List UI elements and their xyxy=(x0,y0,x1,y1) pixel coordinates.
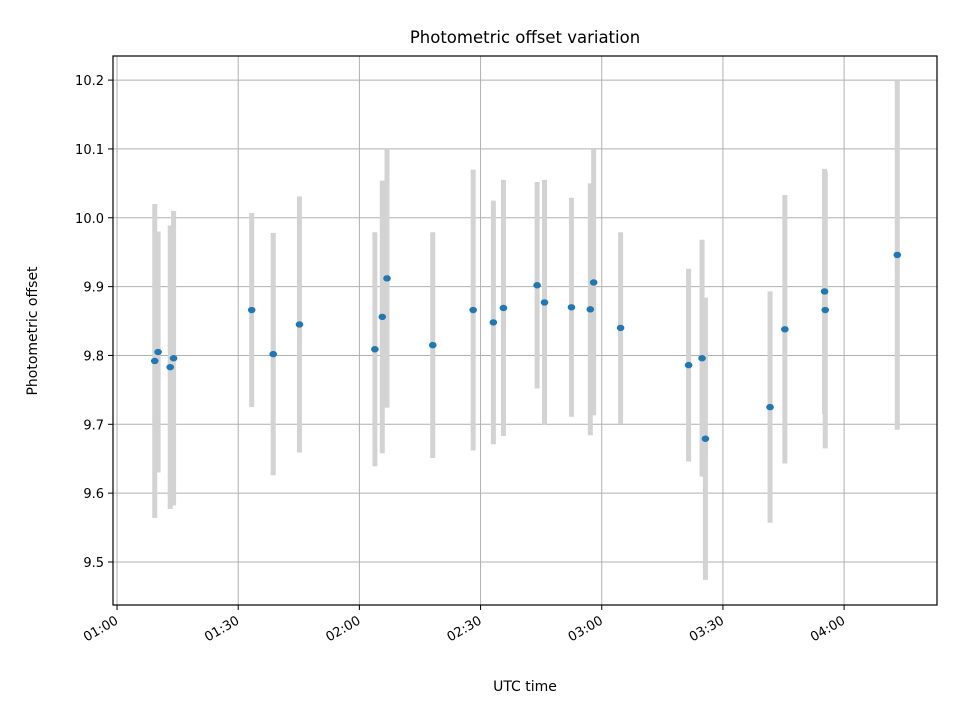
y-tick-label: 9.5 xyxy=(83,556,104,571)
y-tick-label: 9.9 xyxy=(83,281,104,296)
data-point xyxy=(567,304,576,311)
data-point xyxy=(428,341,437,349)
data-point xyxy=(766,403,774,411)
data-point xyxy=(893,251,902,259)
data-point xyxy=(247,306,256,314)
data-point xyxy=(698,355,706,362)
data-point xyxy=(533,282,541,289)
data-point xyxy=(169,355,178,362)
y-tick-label: 10.2 xyxy=(75,74,104,89)
y-tick-label: 9.8 xyxy=(83,349,104,364)
data-point xyxy=(469,306,477,314)
x-axis-label: UTC time xyxy=(493,679,557,695)
data-point xyxy=(586,306,595,313)
data-point xyxy=(150,357,159,365)
data-point xyxy=(378,313,387,321)
data-point xyxy=(371,346,379,353)
data-point xyxy=(166,363,175,371)
data-point xyxy=(499,304,508,312)
data-point xyxy=(684,361,693,369)
y-axis-label: Photometric offset xyxy=(25,266,41,396)
data-point xyxy=(154,348,162,356)
data-point xyxy=(821,306,830,314)
data-point xyxy=(383,275,391,282)
data-point xyxy=(616,324,625,332)
data-point xyxy=(269,350,278,358)
chart-title: Photometric offset variation xyxy=(410,28,640,47)
y-tick-label: 9.7 xyxy=(83,418,104,433)
data-point xyxy=(589,279,598,286)
data-points xyxy=(150,251,902,442)
data-point xyxy=(540,299,549,306)
y-tick-label: 10.0 xyxy=(75,212,104,227)
y-tick-label: 10.1 xyxy=(75,143,104,158)
data-point xyxy=(781,326,789,333)
data-point xyxy=(489,319,498,326)
data-point xyxy=(701,435,710,442)
y-tick-label: 9.6 xyxy=(83,487,104,502)
data-point xyxy=(295,321,304,328)
plot-frame xyxy=(112,55,938,606)
data-point xyxy=(820,288,829,295)
